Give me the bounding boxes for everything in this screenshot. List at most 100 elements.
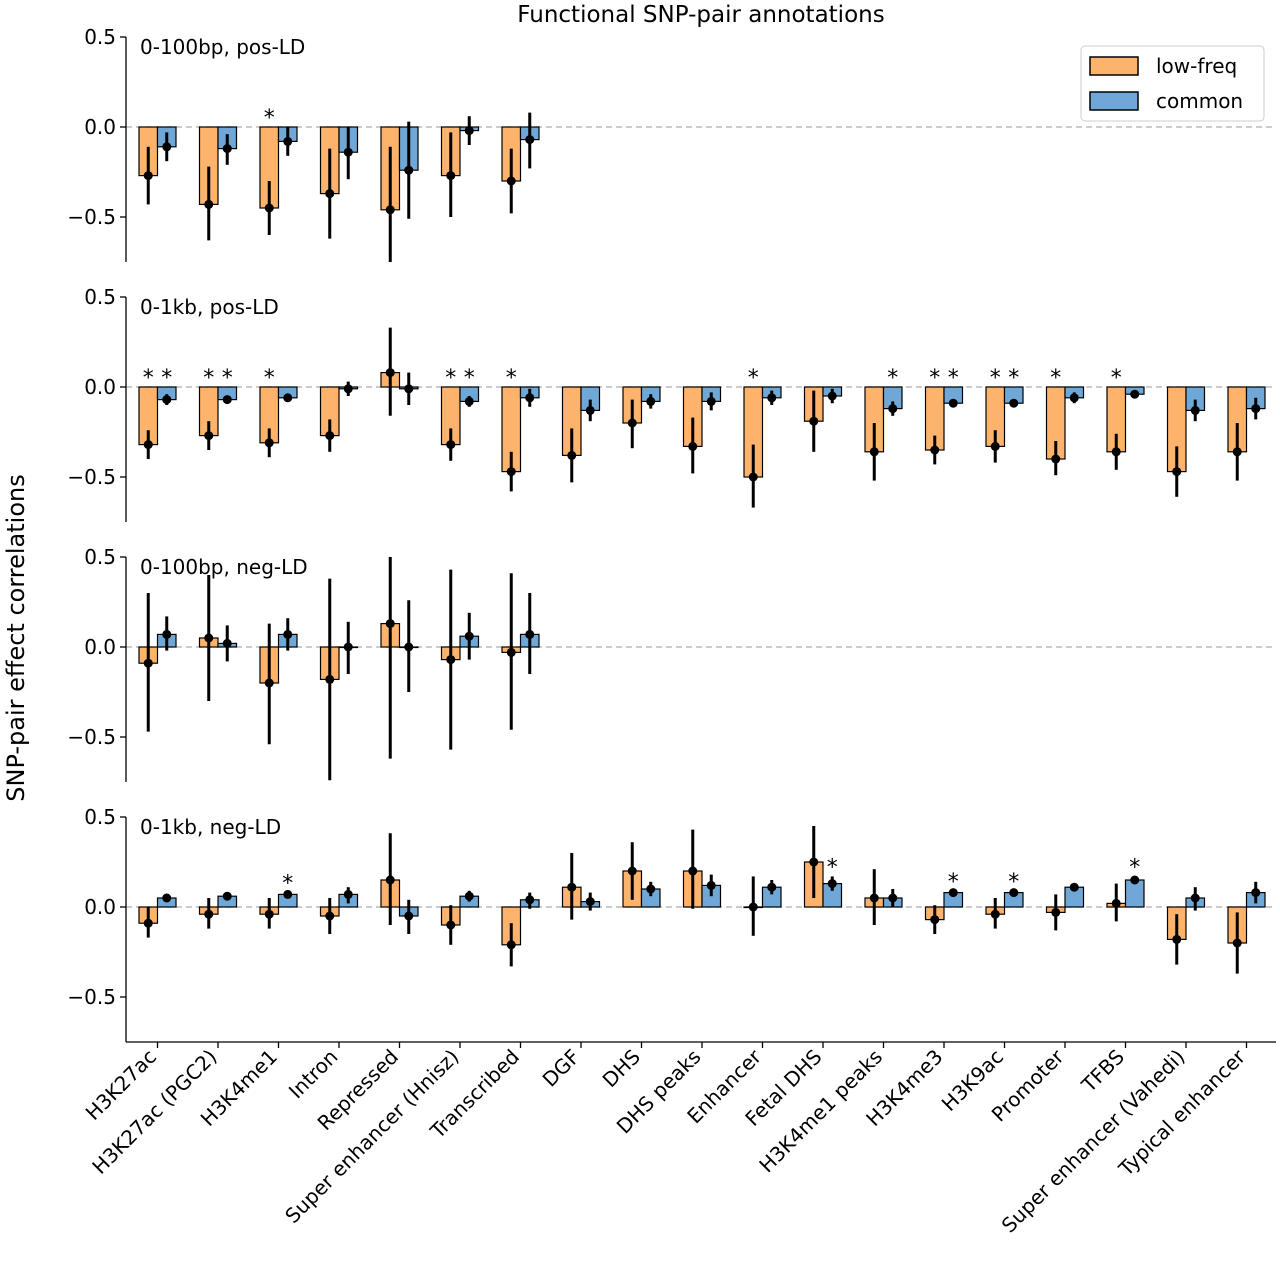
point-common — [827, 391, 837, 401]
point-low-freq — [809, 857, 819, 867]
point-common — [343, 642, 353, 652]
point-low-freq — [688, 441, 698, 451]
point-common — [404, 911, 414, 921]
point-low-freq — [143, 171, 153, 181]
point-common — [1190, 405, 1200, 415]
point-low-freq — [1172, 467, 1182, 477]
y-tick-label: −0.5 — [67, 985, 116, 1009]
point-low-freq — [1111, 447, 1121, 457]
point-low-freq — [264, 909, 274, 919]
point-common — [162, 893, 172, 903]
point-common — [1130, 389, 1140, 399]
significance-star: * — [1008, 366, 1019, 391]
point-low-freq — [990, 909, 1000, 919]
point-common — [1009, 398, 1019, 408]
point-low-freq — [748, 472, 758, 482]
significance-star: * — [143, 366, 154, 391]
significance-star: * — [222, 366, 233, 391]
significance-star: * — [887, 366, 898, 391]
point-common — [343, 889, 353, 899]
point-low-freq — [506, 176, 516, 186]
point-low-freq — [446, 171, 456, 181]
legend-swatch-common — [1089, 91, 1139, 111]
point-low-freq — [748, 902, 758, 912]
point-low-freq — [385, 619, 395, 629]
point-low-freq — [809, 416, 819, 426]
point-common — [162, 142, 172, 152]
figure-title: Functional SNP-pair annotations — [517, 2, 884, 28]
y-tick-label: −0.5 — [67, 205, 116, 229]
point-common — [525, 135, 535, 145]
point-low-freq — [1232, 447, 1242, 457]
y-tick-label: 0.5 — [84, 545, 116, 569]
point-low-freq — [1111, 898, 1121, 908]
point-low-freq — [325, 431, 335, 441]
significance-star: * — [445, 366, 456, 391]
y-tick-label: −0.5 — [67, 465, 116, 489]
point-common — [343, 147, 353, 157]
significance-star: * — [948, 870, 959, 895]
point-common — [283, 136, 293, 146]
point-low-freq — [930, 915, 940, 925]
point-common — [1069, 393, 1079, 403]
point-low-freq — [325, 189, 335, 199]
point-common — [767, 882, 777, 892]
point-common — [646, 884, 656, 894]
y-tick-label: 0.0 — [84, 115, 116, 139]
panel-label: 0-1kb, pos-LD — [140, 295, 279, 319]
panels-group: 0.5 0.0 −0.5 0-100bp, pos-LD * 0.5 0.0 −0.5 0-1k… — [67, 25, 1276, 1237]
point-low-freq — [143, 658, 153, 668]
significance-star: * — [929, 366, 940, 391]
significance-star: * — [264, 106, 275, 131]
point-common — [162, 629, 172, 639]
point-common — [585, 897, 595, 907]
point-low-freq — [627, 418, 637, 428]
point-common — [222, 395, 232, 405]
y-tick-label: −0.5 — [67, 725, 116, 749]
point-low-freq — [627, 866, 637, 876]
point-common — [525, 629, 535, 639]
point-low-freq — [325, 674, 335, 684]
point-common — [283, 629, 293, 639]
significance-star: * — [1129, 855, 1140, 880]
significance-star: * — [1111, 366, 1122, 391]
point-low-freq — [264, 203, 274, 213]
significance-star: * — [464, 366, 475, 391]
y-tick-label: 0.5 — [84, 805, 116, 829]
significance-star: * — [748, 366, 759, 391]
point-common — [585, 405, 595, 415]
point-low-freq — [385, 368, 395, 378]
x-tick-label: DHS — [598, 1045, 645, 1092]
significance-star: * — [203, 366, 214, 391]
point-common — [464, 891, 474, 901]
point-common — [222, 891, 232, 901]
y-tick-label: 0.5 — [84, 25, 116, 49]
y-tick-label: 0.5 — [84, 285, 116, 309]
point-low-freq — [990, 441, 1000, 451]
significance-star: * — [1008, 870, 1019, 895]
point-common — [1069, 882, 1079, 892]
point-low-freq — [1172, 934, 1182, 944]
point-common — [706, 396, 716, 406]
point-common — [283, 889, 293, 899]
point-common — [827, 879, 837, 889]
significance-star: * — [264, 366, 275, 391]
point-common — [343, 384, 353, 394]
panel-1: 0.5 0.0 −0.5 0-100bp, pos-LD * — [67, 25, 1276, 262]
legend-label-common: common — [1156, 89, 1243, 113]
point-common — [464, 631, 474, 641]
point-common — [1130, 875, 1140, 885]
significance-star: * — [282, 872, 293, 897]
significance-star: * — [990, 366, 1001, 391]
point-common — [404, 642, 414, 652]
y-tick-label: 0.0 — [84, 635, 116, 659]
point-low-freq — [204, 909, 214, 919]
point-low-freq — [1051, 454, 1061, 464]
point-low-freq — [204, 199, 214, 209]
point-low-freq — [1232, 938, 1242, 948]
point-low-freq — [506, 647, 516, 657]
panel-label: 0-100bp, pos-LD — [140, 35, 305, 59]
point-low-freq — [204, 633, 214, 643]
y-tick-label: 0.0 — [84, 895, 116, 919]
